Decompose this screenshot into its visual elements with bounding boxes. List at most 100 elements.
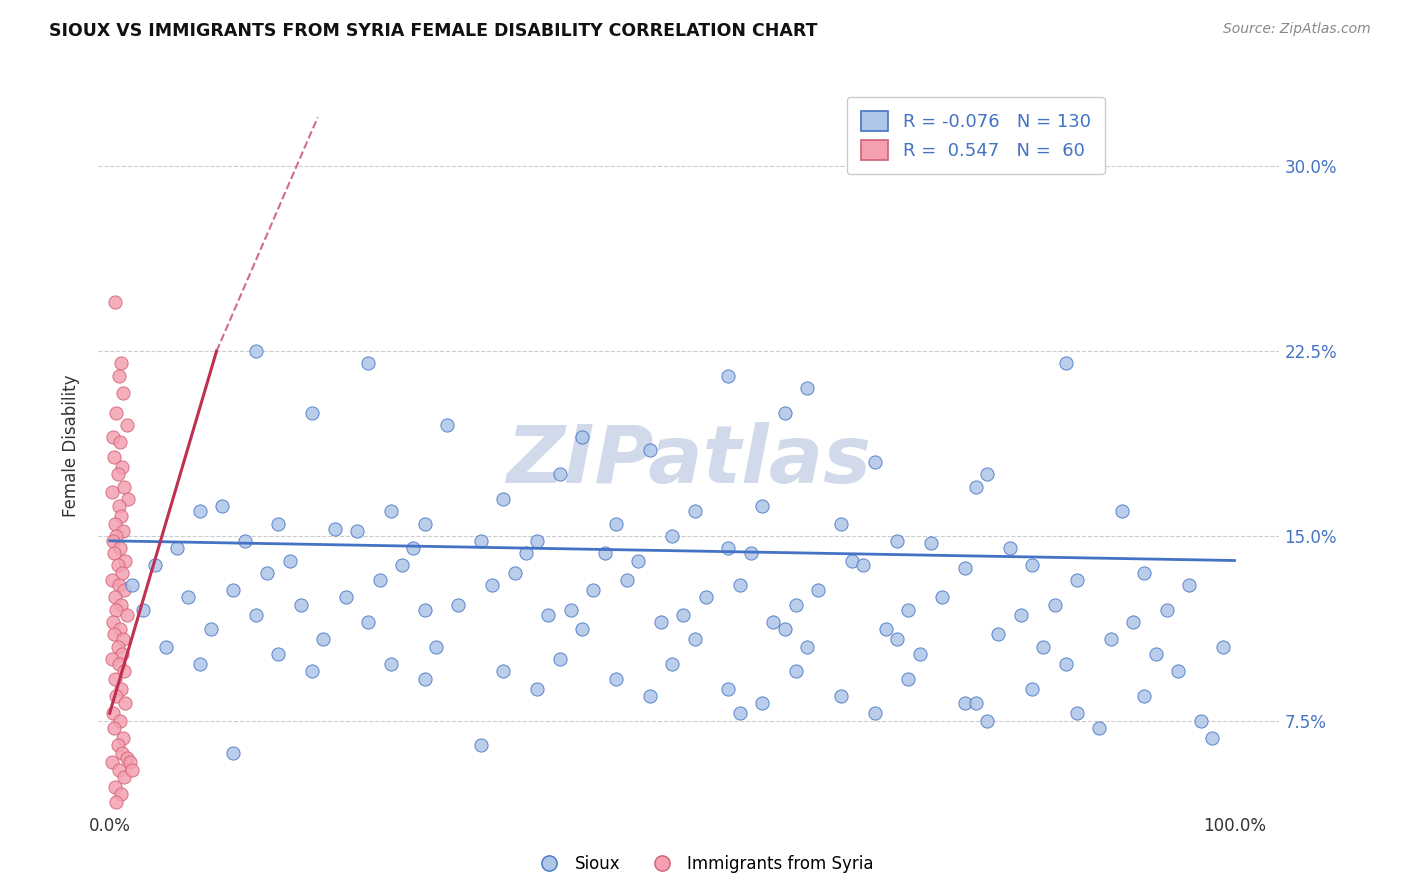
- Point: [1133, 689, 1156, 703]
- Point: [368, 573, 391, 587]
- Point: [117, 491, 139, 506]
- Point: [526, 681, 548, 696]
- Point: [188, 504, 211, 518]
- Point: [115, 418, 138, 433]
- Point: [785, 665, 807, 679]
- Point: [1066, 573, 1088, 587]
- Point: [107, 558, 129, 573]
- Point: [548, 652, 571, 666]
- Point: [391, 558, 413, 573]
- Point: [101, 533, 124, 548]
- Point: [402, 541, 425, 556]
- Point: [1156, 603, 1178, 617]
- Point: [1212, 640, 1234, 654]
- Point: [740, 546, 762, 560]
- Point: [211, 500, 233, 514]
- Point: [177, 591, 200, 605]
- Point: [110, 509, 132, 524]
- Point: [796, 640, 818, 654]
- Point: [638, 442, 661, 457]
- Point: [107, 578, 129, 592]
- Point: [1043, 598, 1066, 612]
- Point: [830, 516, 852, 531]
- Point: [112, 524, 135, 538]
- Point: [751, 500, 773, 514]
- Point: [132, 603, 155, 617]
- Point: [112, 632, 135, 647]
- Legend: R = -0.076   N = 130, R =  0.547   N =  60: R = -0.076 N = 130, R = 0.547 N = 60: [846, 96, 1105, 174]
- Text: SIOUX VS IMMIGRANTS FROM SYRIA FEMALE DISABILITY CORRELATION CHART: SIOUX VS IMMIGRANTS FROM SYRIA FEMALE DI…: [49, 22, 818, 40]
- Point: [897, 672, 920, 686]
- Point: [101, 756, 124, 770]
- Point: [233, 533, 256, 548]
- Point: [104, 780, 127, 794]
- Point: [965, 480, 987, 494]
- Point: [593, 546, 616, 560]
- Point: [897, 603, 920, 617]
- Point: [346, 524, 368, 538]
- Point: [717, 368, 740, 383]
- Point: [357, 357, 380, 371]
- Point: [661, 529, 683, 543]
- Point: [728, 706, 751, 721]
- Point: [908, 154, 931, 169]
- Point: [886, 533, 908, 548]
- Point: [111, 746, 134, 760]
- Point: [492, 491, 515, 506]
- Point: [110, 788, 132, 802]
- Point: [548, 467, 571, 482]
- Point: [121, 763, 143, 777]
- Point: [650, 615, 672, 629]
- Point: [115, 607, 138, 622]
- Point: [998, 541, 1021, 556]
- Point: [200, 623, 222, 637]
- Point: [380, 504, 402, 518]
- Text: ZIPatlas: ZIPatlas: [506, 422, 872, 500]
- Point: [717, 541, 740, 556]
- Point: [1021, 681, 1043, 696]
- Point: [188, 657, 211, 671]
- Y-axis label: Female Disability: Female Disability: [62, 375, 80, 517]
- Point: [114, 553, 136, 567]
- Point: [105, 529, 128, 543]
- Point: [111, 459, 134, 474]
- Point: [104, 294, 127, 309]
- Point: [1099, 632, 1122, 647]
- Point: [807, 583, 830, 598]
- Point: [1144, 647, 1167, 661]
- Point: [1133, 566, 1156, 580]
- Point: [560, 603, 582, 617]
- Point: [108, 623, 131, 637]
- Point: [1178, 578, 1201, 592]
- Point: [1122, 615, 1144, 629]
- Point: [1054, 357, 1077, 371]
- Point: [256, 566, 278, 580]
- Point: [447, 598, 470, 612]
- Point: [103, 450, 125, 464]
- Point: [267, 516, 290, 531]
- Point: [571, 623, 593, 637]
- Point: [112, 480, 135, 494]
- Point: [661, 657, 683, 671]
- Point: [114, 697, 136, 711]
- Point: [107, 763, 129, 777]
- Point: [110, 681, 132, 696]
- Point: [695, 591, 717, 605]
- Point: [526, 533, 548, 548]
- Point: [301, 406, 323, 420]
- Point: [101, 573, 124, 587]
- Point: [728, 578, 751, 592]
- Point: [1189, 714, 1212, 728]
- Point: [796, 381, 818, 395]
- Point: [470, 738, 492, 752]
- Point: [953, 561, 976, 575]
- Point: [605, 516, 627, 531]
- Point: [638, 689, 661, 703]
- Point: [101, 615, 124, 629]
- Point: [105, 795, 128, 809]
- Point: [616, 573, 638, 587]
- Point: [605, 672, 627, 686]
- Point: [852, 558, 875, 573]
- Point: [105, 689, 128, 703]
- Point: [515, 546, 537, 560]
